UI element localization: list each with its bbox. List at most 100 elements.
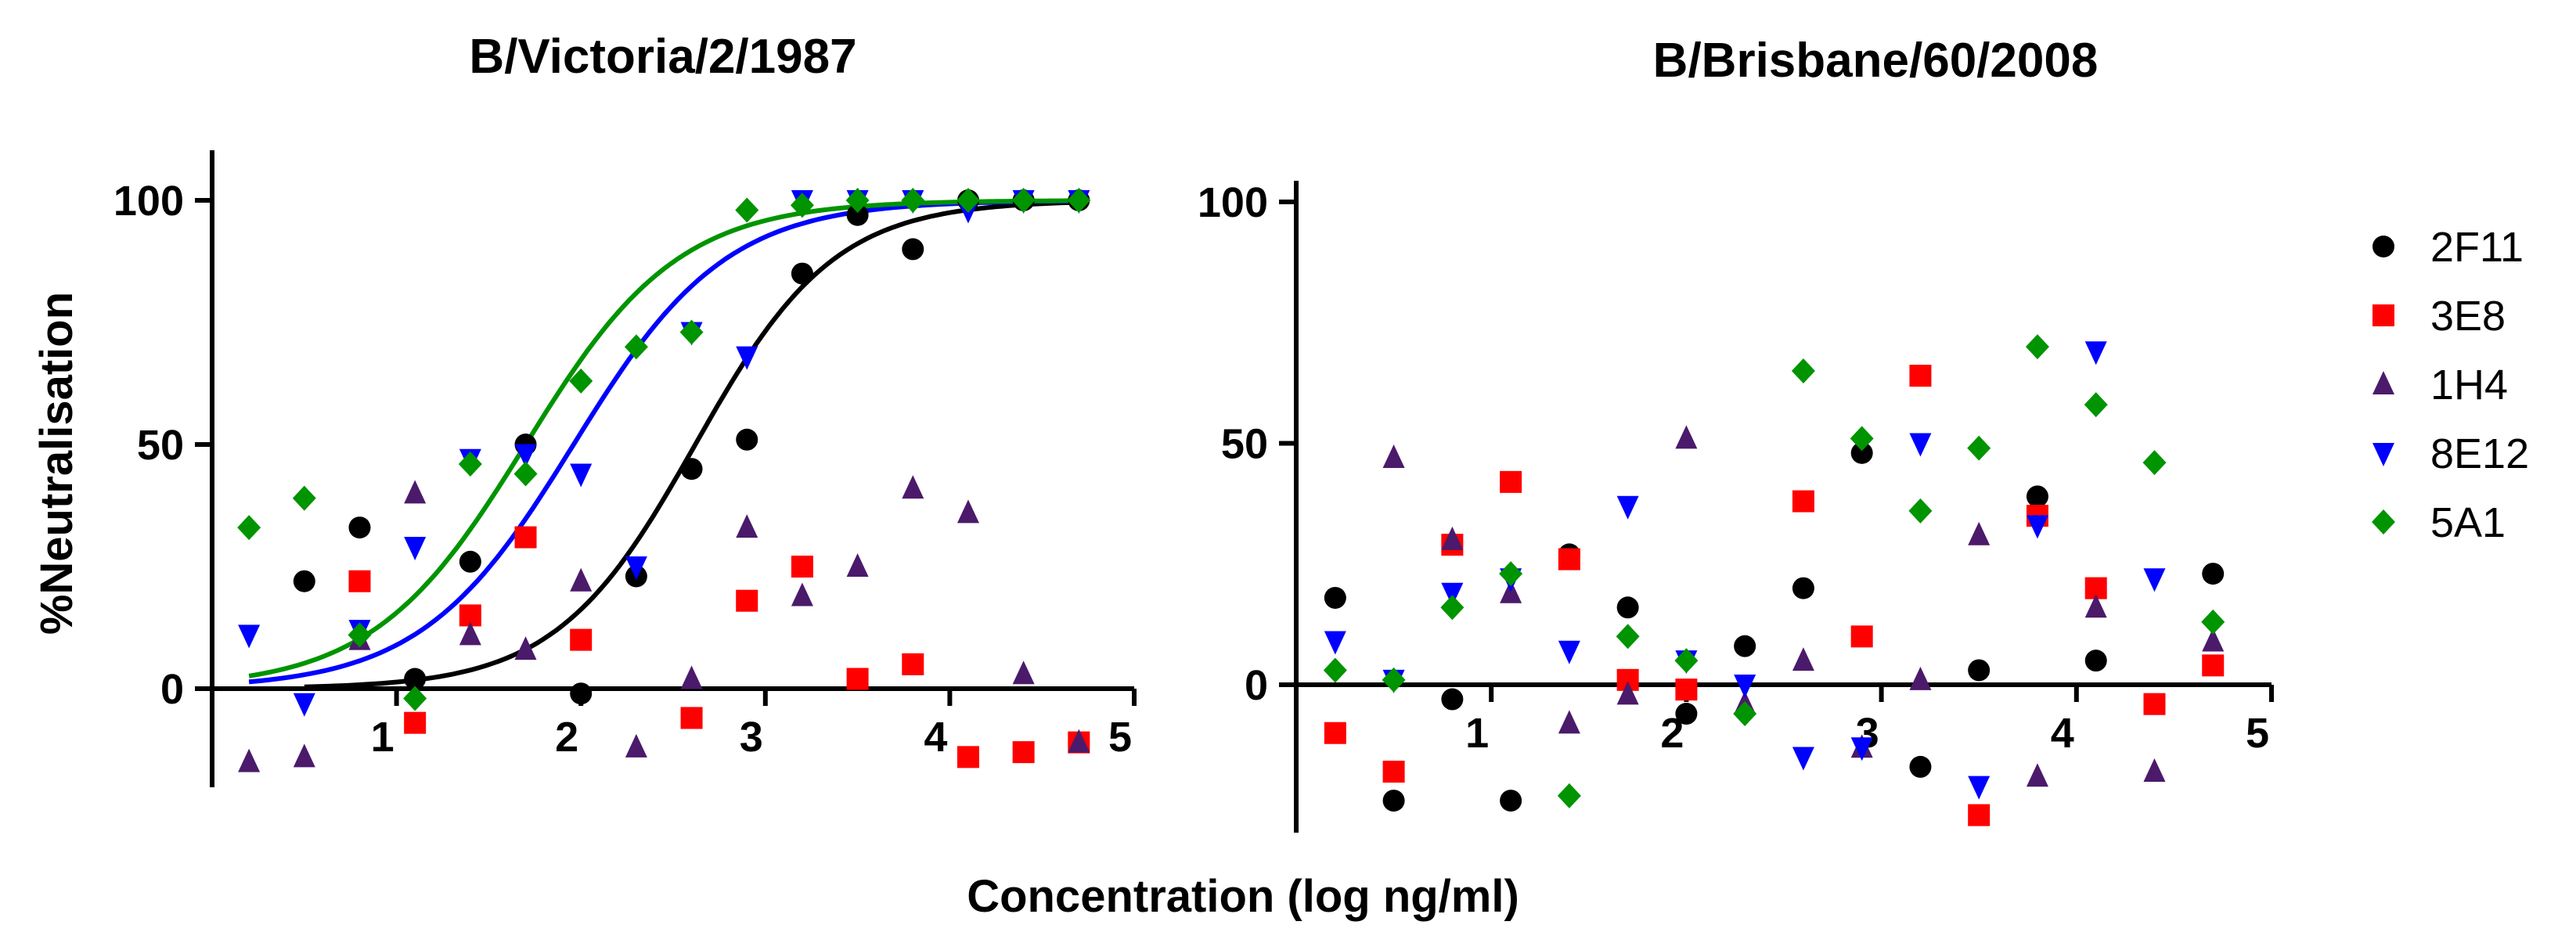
- data-point-3e8: [404, 711, 427, 734]
- data-point-8e12: [2084, 341, 2107, 365]
- data-point-3e8: [570, 628, 593, 651]
- data-point-3e8: [791, 556, 813, 578]
- data-point-1h4: [1382, 445, 1405, 469]
- data-point-1h4: [1909, 666, 1932, 690]
- data-point-1h4: [238, 748, 261, 772]
- legend-marker: [2372, 509, 2395, 534]
- data-point-1h4: [791, 582, 813, 606]
- data-point-5a1: [1850, 426, 1874, 452]
- data-point-2f11: [293, 570, 315, 592]
- legend-marker: [2372, 443, 2394, 466]
- legend-item-1h4: 1H4: [2372, 362, 2508, 409]
- x-tick-label: 5: [1108, 714, 1132, 761]
- data-point-8e12: [293, 693, 315, 717]
- data-point-5a1: [790, 193, 814, 218]
- data-point-2f11: [1968, 659, 1991, 682]
- data-point-5a1: [956, 188, 980, 213]
- data-point-1h4: [1441, 526, 1464, 550]
- x-tick-label: 3: [740, 714, 763, 761]
- data-point-2f11: [1850, 441, 1873, 464]
- x-tick-label: 1: [1465, 710, 1489, 757]
- data-point-2f11: [1734, 635, 1756, 657]
- y-tick-label: 50: [137, 422, 184, 469]
- legend-label: 8E12: [2430, 430, 2529, 477]
- data-point-5a1: [2142, 450, 2167, 476]
- data-point-1h4: [1616, 681, 1639, 705]
- data-point-1h4: [514, 636, 537, 660]
- data-point-2f11: [2084, 650, 2107, 672]
- legend-item-2f11: 2F11: [2372, 224, 2524, 271]
- data-point-8e12: [2026, 515, 2048, 539]
- data-point-8e12: [238, 624, 261, 649]
- data-point-3e8: [1500, 470, 1522, 493]
- data-point-3e8: [680, 707, 703, 729]
- data-point-1h4: [570, 567, 593, 592]
- data-point-2f11: [459, 550, 481, 573]
- data-point-3e8: [1558, 548, 1580, 570]
- legend-label: 3E8: [2430, 293, 2506, 340]
- data-point-5a1: [1557, 783, 1581, 808]
- data-point-5a1: [348, 622, 372, 648]
- legend-item-8e12: 8E12: [2372, 430, 2529, 477]
- data-point-2f11: [846, 203, 869, 226]
- data-point-1h4: [1068, 729, 1090, 753]
- data-point-1h4: [625, 733, 647, 758]
- data-point-2f11: [2026, 485, 2048, 508]
- legend-item-3e8: 3E8: [2372, 293, 2506, 340]
- data-point-1h4: [2202, 628, 2225, 652]
- data-point-3e8: [2143, 693, 2166, 715]
- legend-label: 2F11: [2430, 224, 2524, 271]
- data-point-1h4: [736, 514, 758, 538]
- data-point-3e8: [1792, 490, 1814, 513]
- data-point-5a1: [1908, 498, 1933, 524]
- data-point-5a1: [513, 461, 538, 487]
- data-point-5a1: [1499, 561, 1523, 587]
- data-point-1h4: [680, 665, 703, 689]
- data-point-5a1: [845, 188, 870, 213]
- x-tick-label: 4: [2051, 710, 2074, 757]
- legend-marker: [2372, 371, 2394, 394]
- x-tick-label: 4: [924, 714, 947, 761]
- fit-curve-8e12: [248, 198, 1079, 685]
- data-point-1h4: [2026, 763, 2048, 787]
- data-point-8e12: [736, 346, 758, 370]
- legend-label: 1H4: [2430, 362, 2508, 409]
- data-point-5a1: [1791, 358, 1815, 383]
- data-point-5a1: [2201, 609, 2225, 635]
- data-point-2f11: [404, 668, 427, 690]
- data-point-2f11: [1441, 688, 1464, 711]
- data-point-1h4: [1792, 647, 1814, 671]
- data-point-8e12: [1616, 495, 1639, 520]
- data-point-2f11: [348, 516, 371, 539]
- legend: 2F11 3E8 1H4 8E12 5A1: [2372, 224, 2529, 546]
- data-point-5a1: [1382, 667, 1406, 693]
- y-tick-label: 0: [160, 666, 184, 713]
- data-point-5a1: [2025, 334, 2049, 360]
- data-point-5a1: [569, 368, 593, 394]
- data-point-3e8: [1850, 625, 1873, 648]
- data-point-3e8: [846, 668, 869, 690]
- data-point-3e8: [1324, 722, 1346, 744]
- data-point-8e12: [1558, 640, 1580, 664]
- data-point-2f11: [1324, 586, 1346, 609]
- data-point-5a1: [292, 485, 316, 511]
- data-point-3e8: [736, 589, 758, 612]
- data-point-8e12: [1734, 675, 1756, 698]
- data-point-3e8: [1382, 761, 1405, 783]
- data-point-1h4: [902, 475, 924, 499]
- data-point-8e12: [1324, 631, 1346, 655]
- data-point-8e12: [514, 444, 537, 468]
- fit-curve-2f11: [304, 200, 1079, 689]
- data-point-8e12: [2143, 568, 2166, 592]
- data-point-1h4: [1558, 710, 1580, 734]
- data-point-3e8: [348, 570, 371, 592]
- data-point-8e12: [404, 537, 427, 561]
- y-tick-label: 100: [1198, 179, 1268, 226]
- data-point-1h4: [2084, 594, 2107, 618]
- data-point-2f11: [1500, 790, 1522, 812]
- data-point-2f11: [902, 238, 924, 261]
- y-tick-label: 100: [113, 178, 184, 225]
